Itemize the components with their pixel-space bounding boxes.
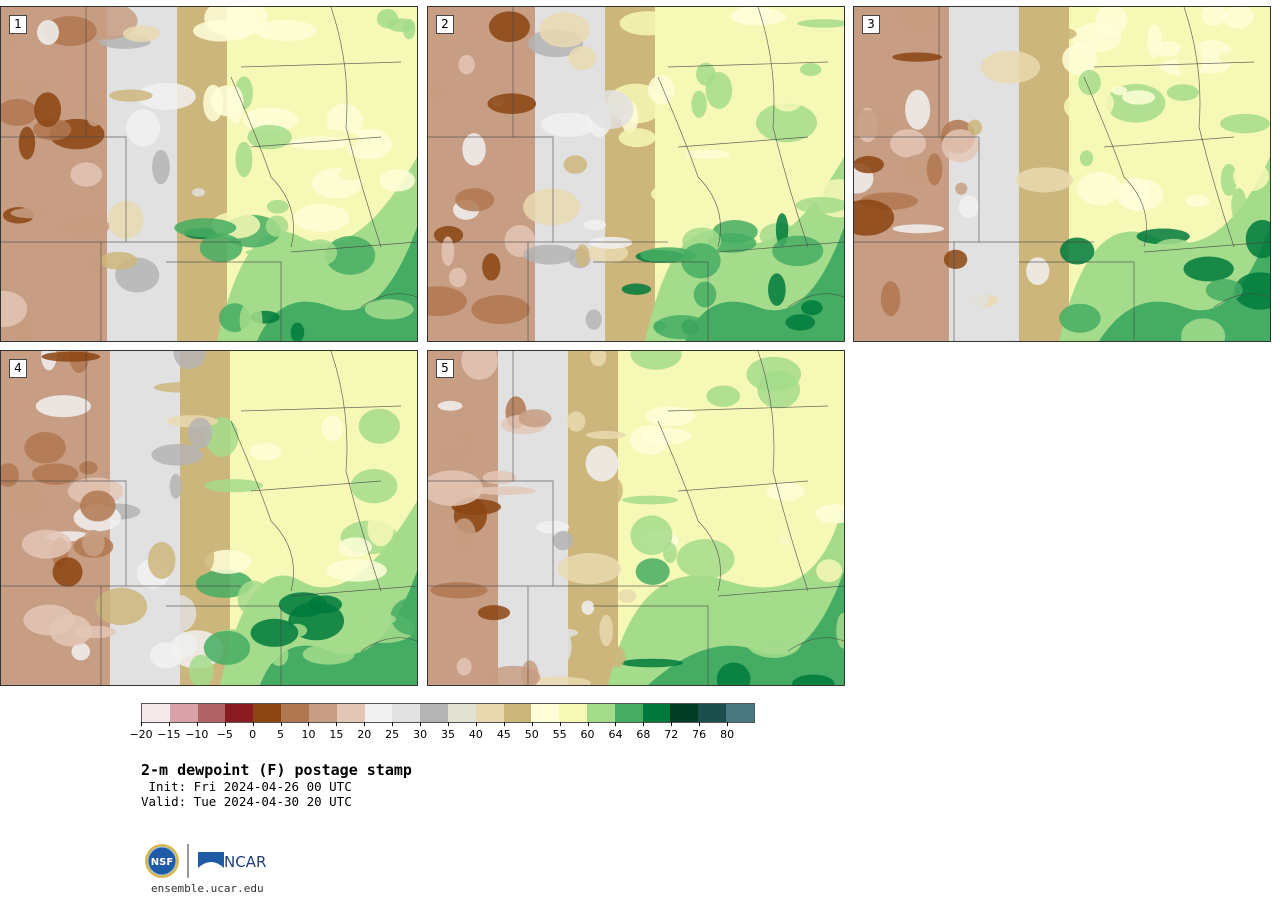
colorbar-swatch <box>670 704 699 722</box>
colorbar-tickmarks <box>141 722 755 727</box>
colorbar-tick-label: 30 <box>413 728 428 741</box>
colorbar-ticks: −20 −15 −10 −5 0 5 10 15 20 25 30 35 40 45 50 55 60 64 68 7… <box>129 728 755 742</box>
colorbar-tick-label: 55 <box>552 728 567 741</box>
colorbar-tick <box>448 722 449 726</box>
colorbar-swatch <box>336 704 365 722</box>
colorbar-tick <box>475 722 477 726</box>
colorbar-swatch <box>281 704 309 722</box>
member-label: 4 <box>9 359 27 378</box>
colorbar-tick <box>615 722 617 726</box>
colorbar-tick <box>643 722 645 726</box>
nsf-ncar-logo: NSF NCAR <box>145 844 266 878</box>
colorbar-tick-label: 72 <box>664 728 679 741</box>
panel-1: 1 <box>0 6 418 342</box>
map-3 <box>854 7 1270 341</box>
colorbar-tick <box>252 722 254 726</box>
member-label: 3 <box>862 15 880 34</box>
colorbar-tick <box>168 722 170 726</box>
colorbar-tick <box>392 722 394 726</box>
member-label: 2 <box>436 15 454 34</box>
colorbar-swatch <box>225 704 254 722</box>
colorbar-tick-label: 15 <box>329 728 344 741</box>
colorbar-tick-label: 10 <box>301 728 316 741</box>
chart-title: 2-m dewpoint (F) postage stamp <box>141 761 412 779</box>
colorbar-tick-label: −10 <box>185 728 209 741</box>
colorbar-tick-label: 5 <box>277 728 285 741</box>
colorbar-swatch <box>364 704 393 722</box>
panel-3: 3 <box>853 6 1271 342</box>
colorbar-swatch <box>197 704 226 722</box>
colorbar-tick <box>364 722 366 726</box>
colorbar-tick <box>336 722 338 726</box>
colorbar-tick-label: 64 <box>608 728 623 741</box>
member-label: 1 <box>9 15 27 34</box>
map-4 <box>1 351 417 685</box>
colorbar-swatch <box>169 704 198 722</box>
colorbar-tick-label: 25 <box>385 728 400 741</box>
colorbar-tick <box>420 722 422 726</box>
colorbar-tick-label: 20 <box>357 728 372 741</box>
panel-2: 2 <box>427 6 845 342</box>
colorbar-swatch <box>420 704 448 722</box>
colorbar-tick <box>727 722 729 726</box>
colorbar-swatch <box>447 704 476 722</box>
colorbar-swatch <box>503 704 532 722</box>
colorbar-tick <box>141 722 142 726</box>
colorbar-tick-label: 76 <box>692 728 707 741</box>
colorbar-swatch <box>253 704 282 722</box>
colorbar-swatch <box>142 704 170 722</box>
site-url: ensemble.ucar.edu <box>151 882 264 895</box>
colorbar-tick-label: 0 <box>249 728 257 741</box>
colorbar-swatch <box>587 704 615 722</box>
colorbar-tick <box>671 722 673 726</box>
init-time: Init: Fri 2024-04-26 00 UTC <box>141 779 352 794</box>
colorbar-tick <box>587 722 589 726</box>
colorbar-tick-label: −20 <box>129 728 153 741</box>
colorbar-tick <box>224 722 226 726</box>
colorbar-tick-label: 40 <box>468 728 483 741</box>
colorbar-tick <box>531 722 533 726</box>
valid-time: Valid: Tue 2024-04-30 20 UTC <box>141 794 352 809</box>
colorbar-swatch <box>726 704 754 722</box>
colorbar-tick-label: 80 <box>720 728 735 741</box>
colorbar <box>141 703 755 723</box>
colorbar-swatch <box>531 704 560 722</box>
colorbar-tick-label: 45 <box>496 728 511 741</box>
colorbar-tick <box>699 722 701 726</box>
ncar-text: NCAR <box>224 853 266 871</box>
colorbar-tick-label: 35 <box>441 728 455 741</box>
colorbar-swatch <box>614 704 643 722</box>
colorbar-tick-label: 50 <box>524 728 539 741</box>
map-2 <box>428 7 844 341</box>
colorbar-swatch <box>392 704 421 722</box>
colorbar-swatch <box>475 704 504 722</box>
colorbar-tick <box>196 722 198 726</box>
panel-4: 4 <box>0 350 418 686</box>
nsf-text: NSF <box>151 857 173 868</box>
colorbar-tick-label: −5 <box>216 728 233 741</box>
colorbar-tick-label: 60 <box>580 728 595 741</box>
colorbar-tick-label: −15 <box>157 728 181 741</box>
colorbar-tick <box>280 722 282 726</box>
map-5 <box>428 351 844 685</box>
colorbar-swatch <box>698 704 727 722</box>
colorbar-tick <box>503 722 505 726</box>
colorbar-tick-label: 68 <box>636 728 651 741</box>
panel-5: 5 <box>427 350 845 686</box>
map-1 <box>1 7 417 341</box>
colorbar-tick <box>308 722 310 726</box>
colorbar-swatch <box>642 704 671 722</box>
colorbar-swatch <box>559 704 587 722</box>
colorbar-swatch <box>308 704 337 722</box>
member-label: 5 <box>436 359 454 378</box>
colorbar-tick <box>559 722 561 726</box>
